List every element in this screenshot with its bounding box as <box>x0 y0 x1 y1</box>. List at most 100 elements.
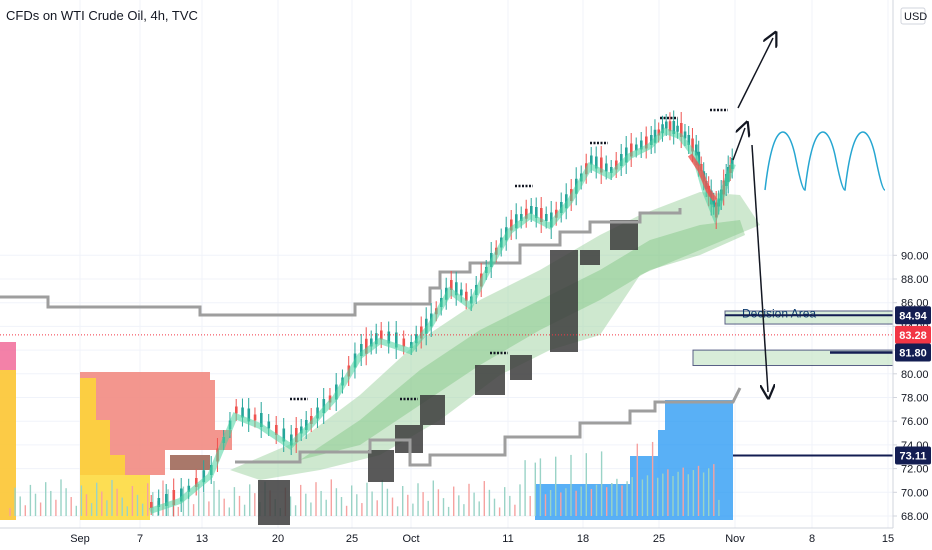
candle <box>365 338 368 354</box>
candle <box>530 206 533 214</box>
candle <box>370 338 373 347</box>
x-tick-label: 20 <box>272 533 284 545</box>
x-tick-label: 8 <box>809 533 815 545</box>
candle <box>465 291 468 301</box>
price-tag-label: 84.94 <box>899 310 927 322</box>
x-tick-label: 7 <box>137 533 143 545</box>
price-tag <box>895 325 931 344</box>
candle <box>520 214 523 221</box>
candle <box>540 208 543 222</box>
price-tag <box>895 306 931 325</box>
dark-step <box>550 250 578 352</box>
candle <box>691 138 694 152</box>
candle <box>187 485 191 492</box>
candle <box>661 124 664 134</box>
candle <box>241 407 244 418</box>
candle <box>635 144 638 151</box>
trend-band-red <box>687 153 718 202</box>
candle <box>310 416 313 424</box>
candle <box>202 470 206 483</box>
x-tick-label: Oct <box>402 533 419 545</box>
x-tick-label: 25 <box>346 533 358 545</box>
candle <box>180 488 183 502</box>
candle <box>172 490 176 505</box>
candle <box>645 136 648 149</box>
y-tick-label: 88.00 <box>901 274 929 286</box>
candle <box>387 331 391 344</box>
candle <box>515 214 518 229</box>
candle <box>165 494 168 506</box>
candle <box>450 280 453 290</box>
candle <box>235 406 238 414</box>
candles <box>149 108 736 517</box>
candle <box>695 144 698 156</box>
trailing-line-lower <box>235 387 742 467</box>
candle <box>620 154 623 166</box>
price-tag-label: 81.80 <box>899 347 927 359</box>
brown-block <box>170 455 210 470</box>
arrow-up-short <box>732 128 745 161</box>
candle <box>665 121 668 129</box>
green-cloud <box>230 192 760 480</box>
y-tick-label: 68.00 <box>901 511 929 523</box>
dark-step <box>368 450 394 482</box>
x-tick-label: Nov <box>725 533 745 545</box>
y-axis[interactable]: 68.0070.0072.0074.0076.0078.0080.0082.00… <box>892 0 931 528</box>
price-tag <box>895 446 931 465</box>
candle <box>595 156 598 169</box>
y-tick-label: 78.00 <box>901 393 929 405</box>
candle <box>668 121 672 132</box>
candle <box>157 498 161 507</box>
wave-projection <box>764 131 886 191</box>
x-tick-label: Sep <box>70 533 90 545</box>
y-tick-label: 70.00 <box>901 487 929 499</box>
candle <box>402 338 406 347</box>
candle <box>610 167 613 173</box>
x-tick-label: 13 <box>196 533 208 545</box>
y-tick-label: 80.00 <box>901 369 929 381</box>
dark-step <box>580 250 600 265</box>
candle <box>525 208 528 219</box>
price-tag <box>895 343 931 362</box>
dark-step <box>610 220 638 250</box>
candle <box>712 200 716 208</box>
candle <box>316 407 319 419</box>
trend-band-green <box>149 127 736 514</box>
y-tick-label: 72.00 <box>901 464 929 476</box>
currency-box <box>900 7 926 25</box>
candle <box>680 123 683 137</box>
y-tick-label: 90.00 <box>901 250 929 262</box>
candle <box>640 140 643 150</box>
candle <box>455 282 458 296</box>
candle <box>731 158 734 169</box>
price-tag-label: 83.28 <box>899 330 927 342</box>
candle <box>247 408 251 422</box>
x-axis[interactable]: Sep 7 13 20 25 Oct 11 18 25 Nov 8 15 <box>0 527 894 545</box>
price-tag-label: 73.11 <box>900 450 927 462</box>
candle <box>150 502 153 508</box>
x-tick-label: 18 <box>577 533 589 545</box>
candle <box>375 333 378 345</box>
candle <box>395 332 398 348</box>
candle <box>195 478 198 487</box>
indicator-shapes <box>0 192 760 525</box>
candle <box>600 157 603 173</box>
candle <box>625 147 628 163</box>
candle <box>300 426 303 434</box>
candle <box>657 129 661 136</box>
decision-area-label: Decision Area <box>742 306 816 320</box>
candle <box>653 129 657 143</box>
candle <box>510 219 513 231</box>
yellow-zone <box>80 378 150 520</box>
candle <box>615 160 618 170</box>
candle <box>282 428 286 442</box>
candle <box>295 428 298 442</box>
candle <box>328 395 332 403</box>
left-yellow-block <box>0 370 16 520</box>
candle <box>590 155 593 165</box>
candle <box>305 420 308 430</box>
candle <box>676 125 679 132</box>
candle <box>672 121 676 134</box>
candle <box>545 214 548 221</box>
